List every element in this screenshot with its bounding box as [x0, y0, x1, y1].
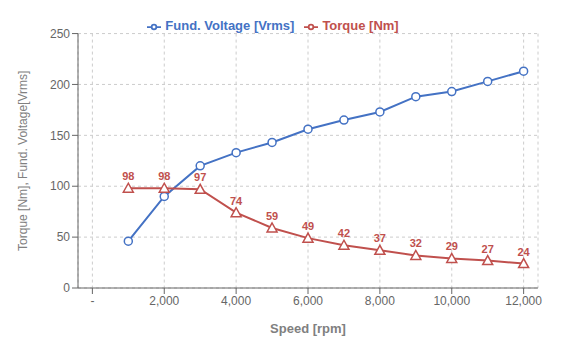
- svg-text:97: 97: [194, 171, 206, 183]
- svg-text:100: 100: [50, 179, 70, 193]
- svg-text:98: 98: [122, 170, 134, 182]
- svg-text:27: 27: [482, 243, 494, 255]
- html-text:Fund. Voltage [Vrms]: Fund. Voltage [Vrms]: [165, 18, 295, 33]
- svg-text:150: 150: [50, 129, 70, 143]
- svg-text:98: 98: [158, 170, 170, 182]
- svg-text:4,000: 4,000: [221, 294, 251, 308]
- svg-text:250: 250: [50, 27, 70, 41]
- svg-text:0: 0: [63, 281, 70, 295]
- svg-text:8,000: 8,000: [365, 294, 395, 308]
- svg-text:74: 74: [230, 195, 243, 207]
- svg-text:Torque [Nm], Fund. Voltage[Vrm: Torque [Nm], Fund. Voltage[Vrms]: [16, 71, 30, 251]
- svg-text:6,000: 6,000: [293, 294, 323, 308]
- svg-text:59: 59: [266, 210, 278, 222]
- svg-text:42: 42: [338, 227, 350, 239]
- svg-text:12,000: 12,000: [505, 294, 542, 308]
- svg-text:49: 49: [302, 220, 314, 232]
- svg-text:29: 29: [446, 240, 458, 252]
- html-text:Torque [Nm]: Torque [Nm]: [322, 18, 399, 33]
- svg-text:Speed [rpm]: Speed [rpm]: [270, 321, 346, 336]
- svg-text:10,000: 10,000: [433, 294, 470, 308]
- svg-text:37: 37: [374, 232, 386, 244]
- svg-text:24: 24: [518, 246, 531, 258]
- svg-text:2,000: 2,000: [149, 294, 179, 308]
- svg-text:32: 32: [410, 237, 422, 249]
- svg-text:50: 50: [57, 230, 71, 244]
- svg-text:-: -: [90, 294, 94, 308]
- svg-text:200: 200: [50, 78, 70, 92]
